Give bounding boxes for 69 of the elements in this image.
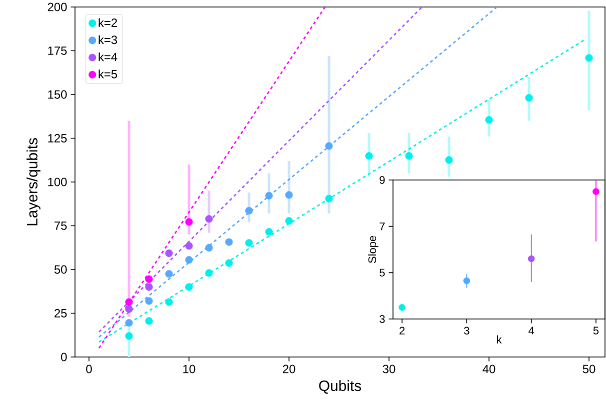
point [525, 94, 533, 102]
point [125, 305, 133, 313]
legend-label: k=3 [98, 35, 118, 44]
x-tick-label: 5 [593, 326, 599, 334]
y-tick-label: 150 [48, 90, 67, 99]
point [145, 317, 153, 325]
point [485, 116, 493, 124]
point [405, 152, 413, 160]
point [125, 298, 133, 306]
point [185, 218, 193, 226]
point [325, 194, 333, 202]
point [285, 191, 293, 199]
point [225, 259, 233, 267]
point [165, 298, 173, 306]
y-tick-label: 175 [48, 46, 67, 55]
point [265, 192, 273, 200]
x-tick-label: 0 [86, 364, 92, 374]
y-tick-label: 5 [380, 268, 385, 276]
y-tick-label: 125 [48, 134, 67, 142]
y-axis-title: Layers/qubits [26, 138, 40, 226]
legend-label: k=4 [98, 52, 118, 62]
y-axis-title: Slope [368, 236, 378, 264]
legend-label: k=5 [98, 70, 118, 78]
y-tick-label: 3 [380, 315, 385, 323]
point [592, 188, 600, 195]
point [185, 256, 193, 264]
point [205, 215, 213, 223]
point [165, 270, 173, 278]
point [245, 239, 253, 247]
point [463, 277, 470, 284]
y-tick-label: 50 [54, 265, 67, 274]
y-tick-label: 9 [380, 176, 385, 184]
point [205, 269, 213, 277]
y-tick-label: 7 [380, 222, 385, 230]
x-tick-label: 2 [400, 326, 405, 334]
point [585, 54, 593, 62]
point [145, 283, 153, 291]
point [365, 152, 373, 160]
point [125, 332, 133, 340]
point [185, 242, 193, 250]
x-tick-label: 4 [528, 326, 534, 334]
point [225, 238, 233, 246]
x-tick-label: 10 [183, 364, 196, 374]
point [145, 275, 153, 283]
y-tick-label: 0 [61, 352, 67, 362]
point [285, 217, 293, 225]
x-axis-title: Qubits [319, 380, 362, 394]
point [398, 304, 406, 311]
point [185, 283, 193, 291]
point [325, 142, 333, 150]
x-tick-label: 30 [382, 364, 396, 374]
y-tick-label: 75 [54, 222, 67, 230]
x-tick-label: 20 [282, 364, 296, 374]
point [165, 249, 173, 258]
x-tick-label: 50 [582, 364, 596, 374]
point [445, 156, 453, 164]
x-tick-label: 3 [464, 326, 470, 335]
point [265, 228, 273, 236]
x-axis-title: k [497, 335, 502, 344]
point [245, 206, 253, 214]
y-tick-label: 200 [48, 2, 67, 12]
legend-label: k=2 [98, 18, 117, 27]
y-tick-label: 25 [54, 309, 67, 318]
point [205, 244, 213, 252]
point [125, 319, 133, 327]
point [145, 297, 153, 305]
point [528, 255, 535, 262]
x-tick-label: 40 [482, 364, 496, 374]
y-tick-label: 100 [48, 178, 67, 186]
